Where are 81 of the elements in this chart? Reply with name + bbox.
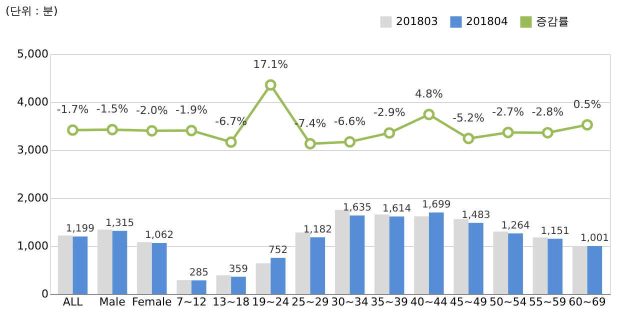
data-label: 1,182 [303, 224, 332, 236]
bar [587, 246, 602, 294]
point [344, 136, 356, 148]
data-label: -2.9% [373, 106, 406, 119]
data-label: -1.9% [176, 104, 208, 117]
data-label: 1,614 [382, 204, 412, 215]
x-tick-label: 40~44 [410, 296, 448, 308]
x-tick-label: 7~12 [176, 296, 207, 308]
point [582, 119, 593, 131]
x-tick-label: 30~34 [331, 296, 368, 308]
point [67, 124, 78, 136]
y-tick-label: 3,000 [17, 144, 48, 156]
bar [256, 263, 271, 294]
data-label: -5.2% [452, 111, 484, 124]
bar [310, 237, 326, 294]
bar [428, 212, 444, 294]
data-label: 1,635 [342, 202, 372, 214]
bar [152, 243, 167, 294]
x-tick-label: 25~29 [292, 296, 329, 308]
data-label: -2.7% [492, 105, 524, 118]
x-tick-label: ALL [62, 296, 84, 308]
bar [216, 275, 232, 294]
point [384, 127, 396, 139]
data-label: -1.5% [96, 102, 128, 116]
data-label: -2.0% [136, 104, 168, 117]
y-axis-title: (단위 : 분) [6, 4, 58, 18]
y-tick-label: 4,000 [17, 96, 48, 108]
point [462, 132, 474, 144]
data-label: 1,001 [580, 232, 609, 244]
data-label: 359 [228, 264, 248, 275]
legend-label: 201803 [396, 15, 438, 28]
x-tick-label: 45~49 [450, 296, 488, 308]
bar [112, 230, 128, 294]
bar [389, 216, 404, 294]
bar [72, 236, 88, 294]
legend-label: 증감률 [536, 15, 569, 28]
x-tick-label: 19~24 [252, 296, 290, 308]
y-tick-label: 5,000 [17, 48, 48, 60]
bar [548, 238, 563, 294]
data-label: 1,151 [540, 226, 570, 237]
data-label: 1,199 [66, 223, 94, 234]
data-label: -6.6% [334, 114, 366, 128]
point [186, 124, 198, 136]
x-tick-label: 50~54 [489, 296, 527, 308]
bar [468, 222, 484, 294]
point [423, 108, 435, 120]
point [542, 127, 554, 138]
point [106, 124, 118, 136]
point [264, 79, 276, 91]
x-tick-label: 35~39 [370, 296, 408, 308]
x-tick-label: 13~18 [212, 296, 250, 308]
y-tick-label: 1,000 [17, 240, 48, 252]
data-label: -2.8% [532, 106, 564, 119]
data-label: 17.1% [253, 58, 288, 71]
data-label: 1,264 [501, 220, 530, 232]
bar [176, 280, 192, 294]
x-tick-label: Male [99, 296, 126, 308]
bar [350, 216, 365, 294]
data-label: 285 [189, 267, 208, 278]
point [225, 136, 237, 148]
legend-label: 201804 [466, 15, 508, 28]
data-label: 0.5% [573, 98, 602, 111]
data-label: -1.7% [56, 103, 89, 116]
x-tick-label: 60~69 [568, 296, 606, 308]
data-label: 1,483 [462, 210, 490, 221]
bar [231, 276, 246, 294]
data-label: 1,315 [105, 218, 134, 229]
point [304, 138, 316, 150]
data-label: 1,699 [422, 199, 451, 210]
data-label: 752 [268, 244, 288, 256]
data-label: 1,062 [145, 230, 174, 242]
x-tick-label: Female [132, 296, 172, 308]
y-tick-label: 0 [42, 288, 48, 300]
bar [191, 280, 206, 294]
x-tick-label: 55~59 [529, 296, 566, 308]
data-label: 4.8% [414, 87, 443, 100]
y-tick-label: 2,000 [17, 192, 48, 204]
point [146, 125, 158, 137]
point [502, 126, 514, 138]
bar [270, 258, 286, 294]
bar [508, 233, 523, 294]
